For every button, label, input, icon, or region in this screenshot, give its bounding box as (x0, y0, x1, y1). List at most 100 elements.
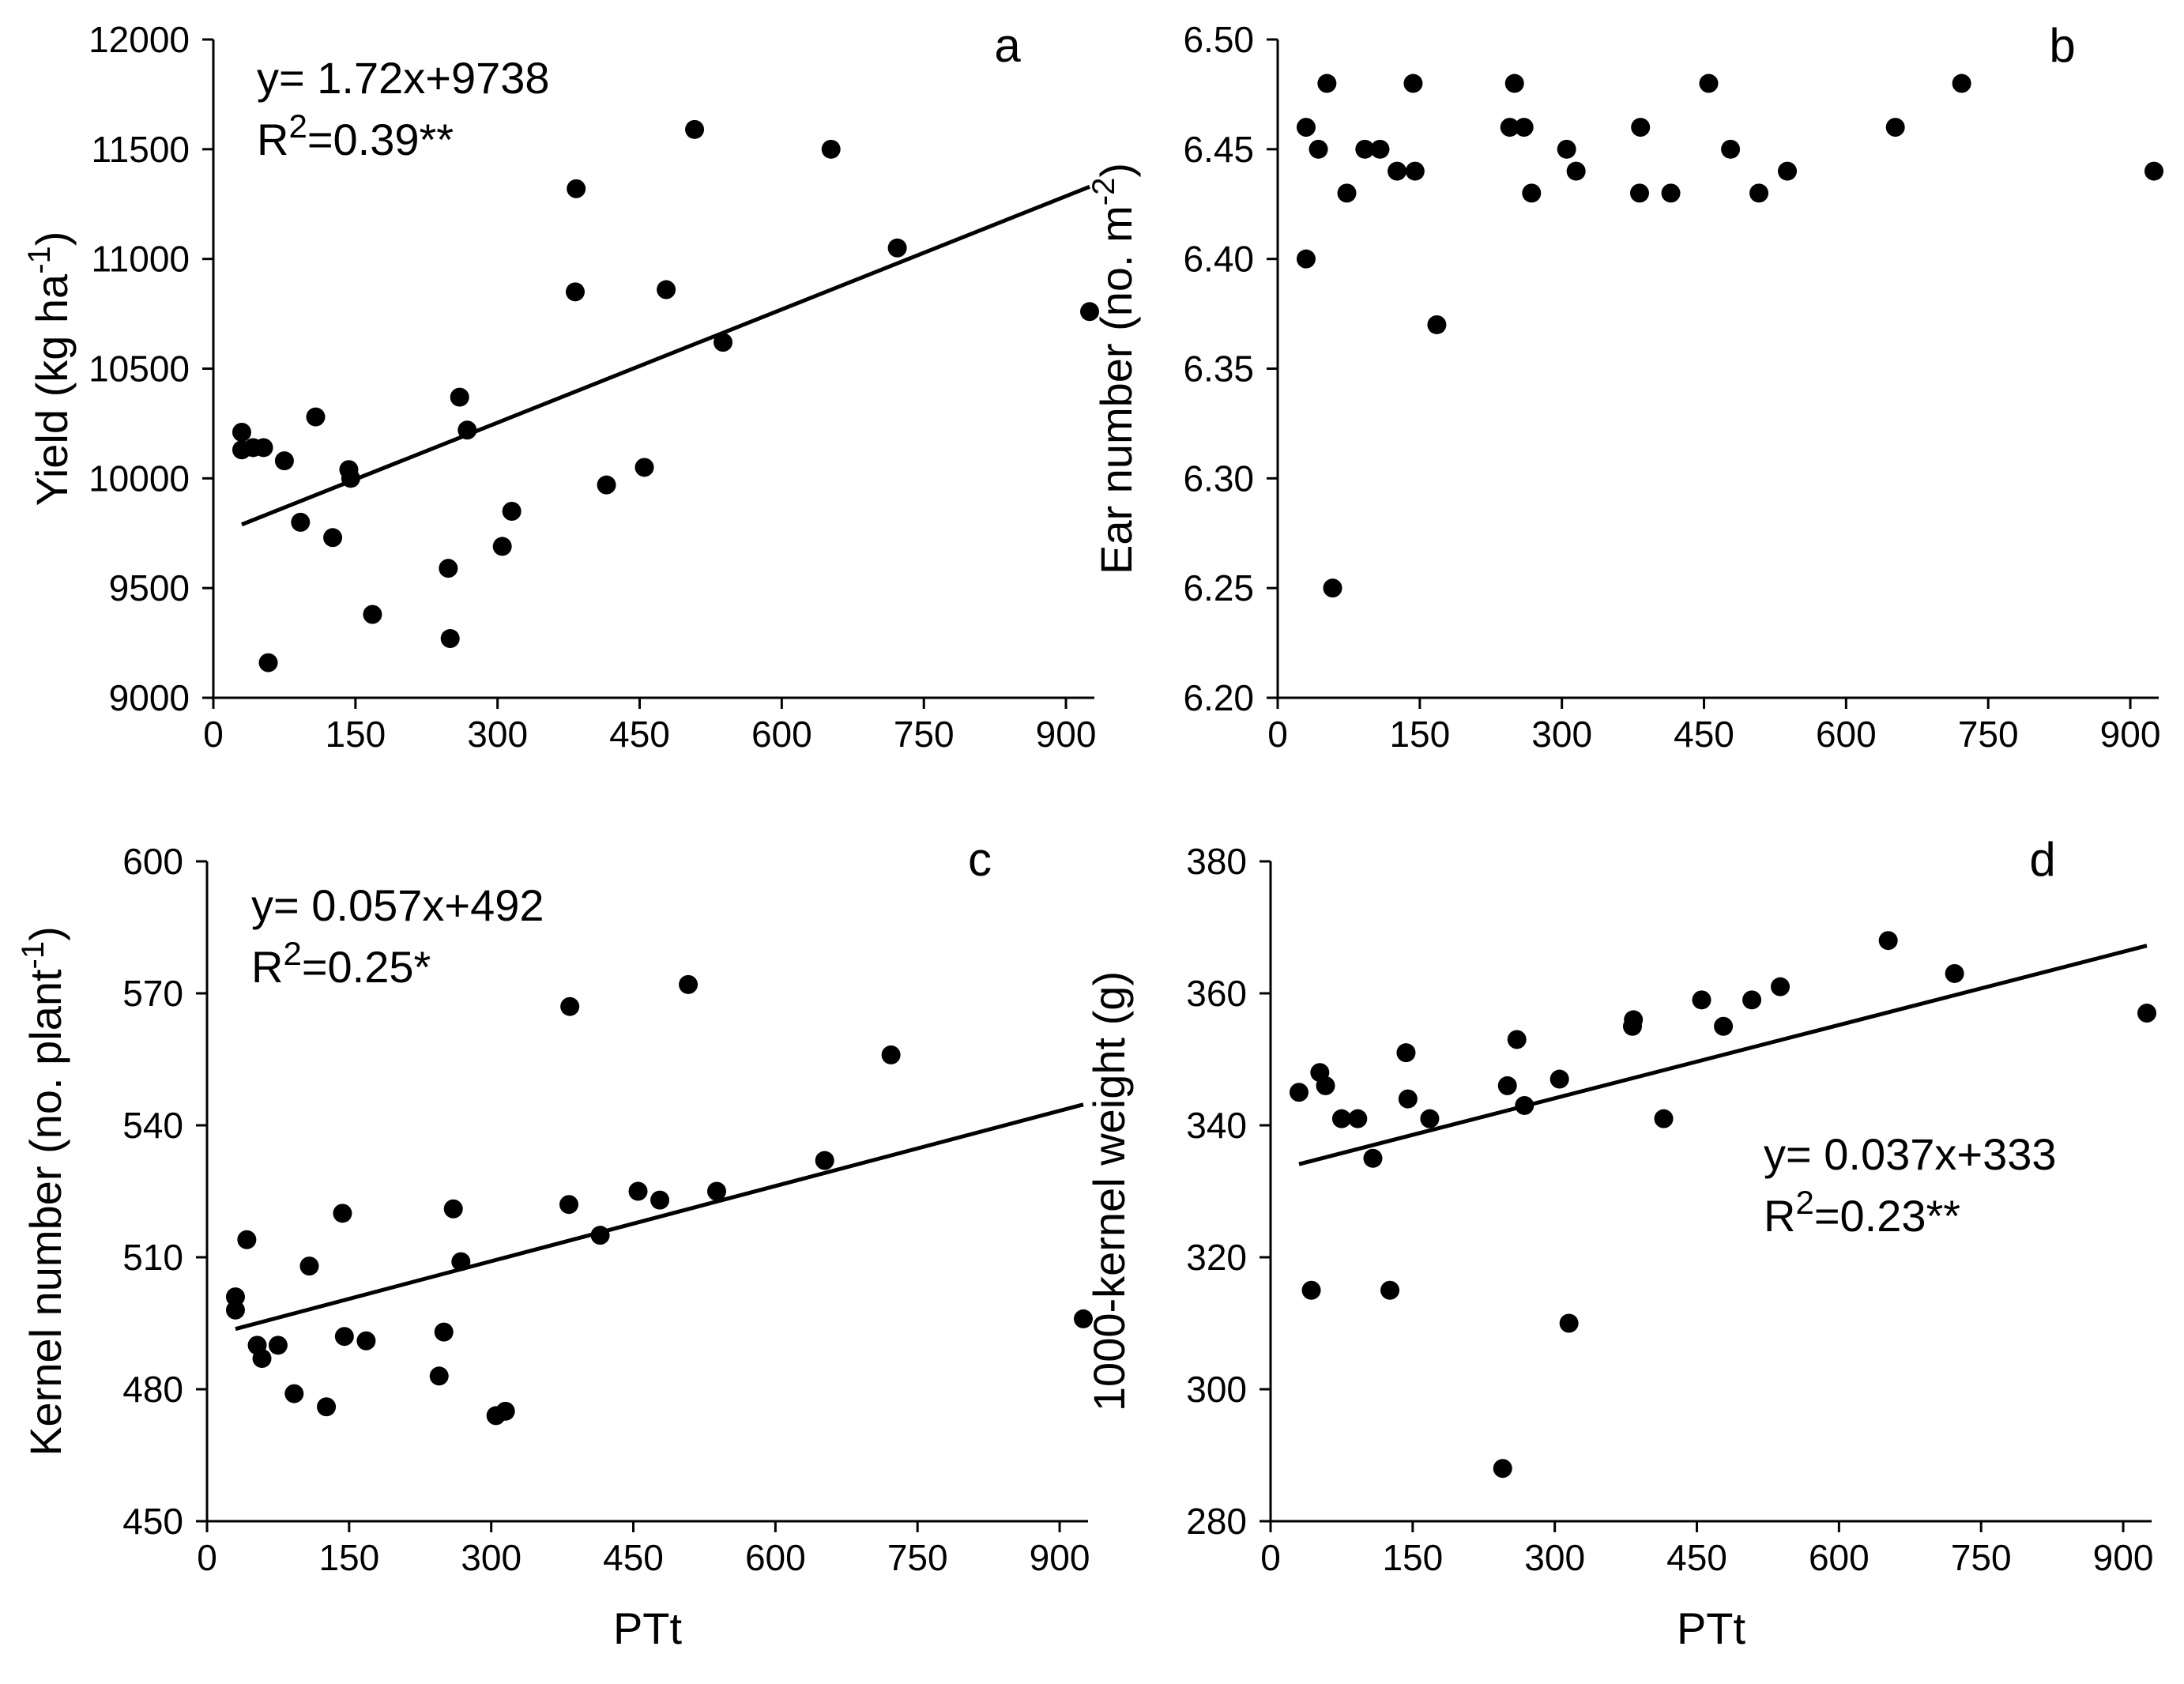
data-point (434, 1322, 454, 1342)
x-tick-label: 600 (1816, 714, 1877, 755)
data-point (1714, 1016, 1734, 1036)
y-axis-title-tail: ) (27, 232, 77, 247)
y-tick-label: 6.25 (1183, 567, 1254, 608)
data-point (1631, 118, 1651, 138)
y-tick-label: 280 (1186, 1501, 1247, 1542)
data-point (225, 1287, 245, 1307)
data-point (1550, 1069, 1569, 1089)
data-point (252, 1349, 272, 1369)
data-point (492, 537, 512, 556)
data-point (363, 605, 382, 624)
x-tick-label: 600 (745, 1537, 806, 1578)
data-point (1296, 249, 1316, 269)
x-tick-label: 150 (318, 1537, 379, 1578)
r-squared-value: =0.25* (302, 942, 431, 992)
y-axis-title: Yield (kg ha-1) (22, 232, 77, 507)
data-point (1500, 118, 1519, 138)
data-point (565, 282, 585, 302)
data-point (1420, 1109, 1440, 1128)
data-point (1629, 183, 1649, 203)
y-axis-title-sup: -1 (22, 246, 57, 274)
data-point (560, 996, 580, 1016)
y-axis-title-tail: ) (1091, 163, 1141, 178)
y-tick-label: 11500 (91, 129, 190, 170)
x-tick-label: 750 (887, 1537, 948, 1578)
y-tick-label: 380 (1186, 841, 1247, 882)
data-point (1331, 1109, 1351, 1128)
panel-letter: c (968, 833, 992, 886)
data-point (707, 1181, 727, 1201)
data-point (1557, 139, 1576, 159)
y-tick-label: 480 (122, 1369, 183, 1410)
data-point (1514, 118, 1534, 138)
x-tick-label: 0 (197, 1537, 217, 1578)
data-point (317, 1397, 337, 1417)
data-point (1316, 1076, 1335, 1095)
data-point (1348, 1109, 1368, 1128)
data-point (1403, 73, 1423, 93)
y-tick-label: 360 (1186, 973, 1247, 1014)
y-tick-label: 9500 (109, 567, 190, 608)
data-point (1504, 73, 1524, 93)
x-tick-label: 150 (1389, 714, 1450, 755)
panel-c: 0 150 300 450 600 750 900 450 480 510 540 570 600 Ker… (16, 833, 1094, 1653)
y-tick-label: 6.40 (1183, 239, 1254, 280)
x-tick-label: 900 (2100, 714, 2161, 755)
y-axis-title-main: Kernel number (no. plant (21, 969, 70, 1456)
data-point (1363, 1148, 1383, 1168)
x-tick-label: 900 (1036, 714, 1097, 755)
data-point (1778, 161, 1798, 181)
data-point (1405, 161, 1425, 181)
data-point (1074, 1309, 1094, 1328)
data-point (306, 407, 326, 427)
data-point (1296, 118, 1316, 138)
x-tick-label: 150 (1382, 1537, 1443, 1578)
y-axis-title-main: Yield (kg ha (27, 273, 77, 507)
panel-b: 0 150 300 450 600 750 900 6.20 6.25 6.30 6.35 6.40 6… (1086, 19, 2164, 755)
x-tick-label: 0 (1260, 1537, 1281, 1578)
data-point (1742, 990, 1762, 1010)
y-tick-label: 6.20 (1183, 677, 1254, 718)
data-point (299, 1256, 319, 1276)
x-axis-title: PTt (613, 1603, 683, 1653)
data-point (628, 1181, 648, 1201)
r-squared-prefix: R (251, 942, 283, 992)
data-point (679, 974, 699, 994)
data-point (1559, 1313, 1579, 1333)
data-point (1749, 183, 1769, 203)
regression-equation: y= 0.037x+333 (1764, 1129, 2057, 1179)
data-point (1507, 1030, 1527, 1049)
x-tick-label: 300 (1531, 714, 1592, 755)
data-point (1380, 1280, 1400, 1300)
y-tick-label: 320 (1186, 1237, 1247, 1278)
data-point (1771, 977, 1791, 996)
data-point (356, 1331, 376, 1351)
data-point (458, 420, 477, 440)
x-tick-label: 300 (1524, 1537, 1585, 1578)
r-squared-sup: 2 (1795, 1184, 1813, 1221)
panel-d: 0 150 300 450 600 750 900 280 300 320 340 360 380 100… (1084, 833, 2157, 1653)
data-point (2144, 161, 2164, 181)
data-point (1427, 315, 1447, 334)
data-point (1692, 990, 1711, 1010)
panel-a: 0 150 300 450 600 750 900 9000 9500 10000 10500 110… (22, 19, 1100, 755)
data-point (323, 528, 343, 548)
r-squared: R2=0.23** (1764, 1184, 1960, 1241)
data-point (1497, 1076, 1517, 1095)
panel-letter: b (2049, 19, 2075, 72)
r-squared-value: =0.39** (307, 115, 454, 164)
r-squared-sup: 2 (288, 107, 307, 145)
y-axis-title-tail: ) (21, 926, 70, 941)
data-point (1398, 1089, 1418, 1109)
data-point (657, 280, 676, 300)
r-squared-prefix: R (1764, 1191, 1795, 1241)
x-tick-label: 750 (894, 714, 955, 755)
data-point (334, 1327, 354, 1347)
data-point (440, 629, 460, 649)
x-tick-label: 900 (1030, 1537, 1090, 1578)
x-tick-label: 750 (1958, 714, 2019, 755)
y-tick-label: 12000 (88, 19, 190, 60)
data-point (333, 1204, 352, 1223)
y-tick-label: 6.45 (1183, 129, 1254, 170)
